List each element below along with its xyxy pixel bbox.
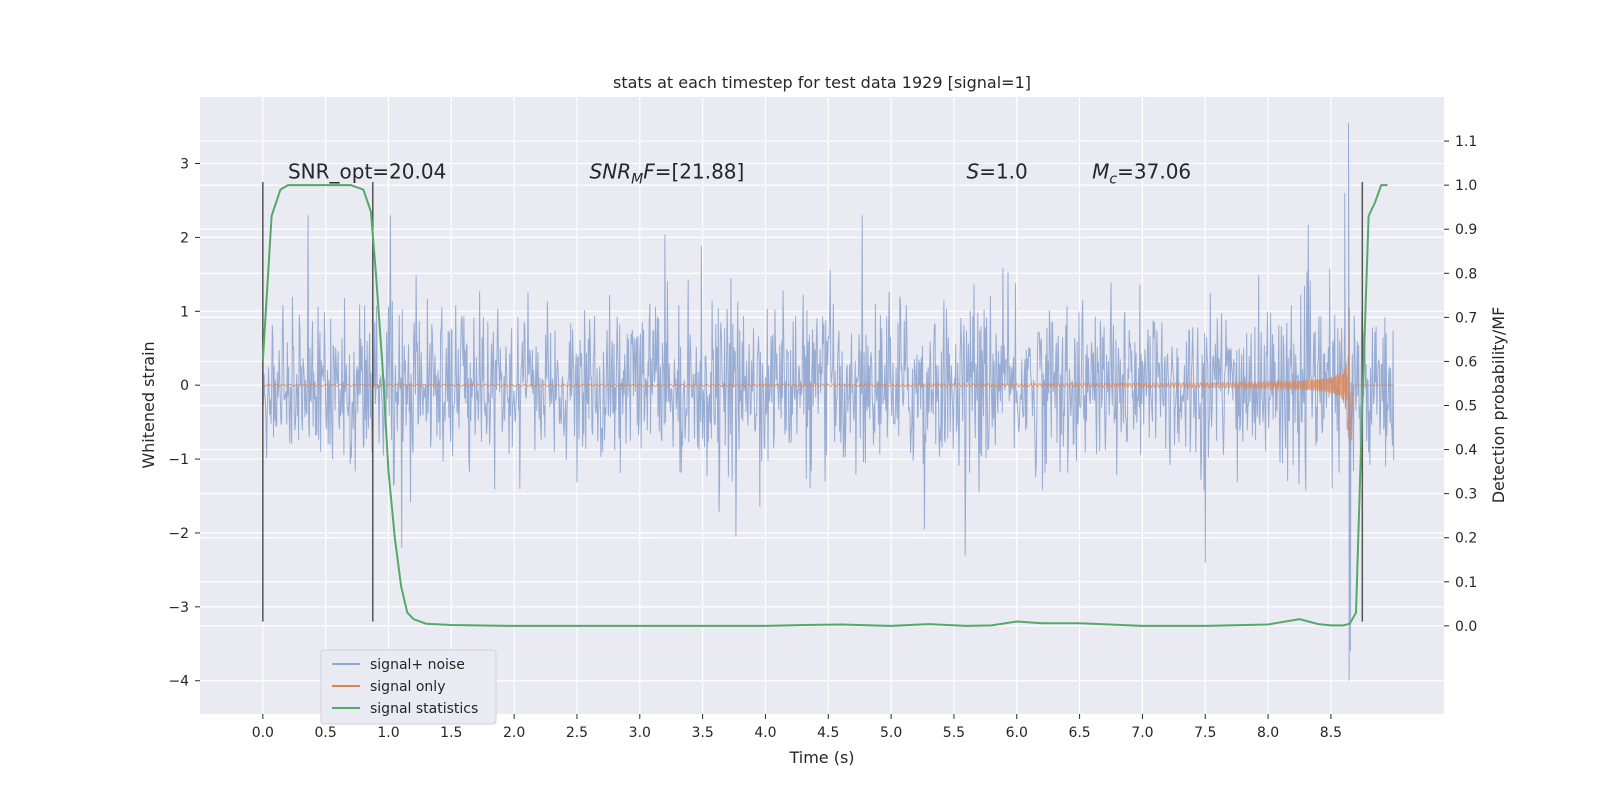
legend-label-signal-statistics: signal statistics — [370, 701, 478, 717]
signal-statistics-line — [261, 184, 1388, 627]
plot-area — [261, 122, 1395, 681]
y-axis-label: Whitened strain — [139, 341, 158, 468]
x-tick-label: 0.5 — [315, 725, 337, 741]
x-axis-label: Time (s) — [788, 748, 854, 767]
y-tick-label: −2 — [168, 526, 189, 542]
x-tick-label: 8.5 — [1320, 725, 1342, 741]
series-signal-only — [262, 307, 1394, 445]
y2-axis-label: Detection probability/MF — [1489, 307, 1508, 504]
y2-tick-label: 0.3 — [1455, 487, 1477, 503]
series-signal-statistics — [261, 184, 1388, 627]
x-tick-label: 6.0 — [1006, 725, 1028, 741]
grid — [200, 97, 1444, 714]
x-tick-label: 2.0 — [503, 725, 525, 741]
y2-axis-ticks: 0.0 0.1 0.2 0.3 0.4 0.5 0.6 0.7 0.8 0.9 1.0 1.1 — [1444, 134, 1477, 635]
signal-only-line — [262, 307, 1394, 445]
x-tick-label: 0.0 — [252, 725, 274, 741]
legend: signal+ noise signal only signal statist… — [320, 649, 497, 725]
legend-box — [320, 649, 497, 725]
x-tick-label: 7.0 — [1131, 725, 1153, 741]
y2-tick-label: 1.0 — [1455, 178, 1477, 194]
y2-tick-label: 0.0 — [1455, 619, 1477, 635]
legend-label-signal-only: signal only — [370, 679, 445, 695]
x-tick-label: 1.5 — [440, 725, 462, 741]
y2-tick-label: 0.6 — [1455, 354, 1477, 370]
y2-tick-label: 0.5 — [1455, 399, 1477, 415]
x-tick-label: 3.5 — [691, 725, 713, 741]
y2-tick-label: 0.2 — [1455, 531, 1477, 547]
y2-tick-label: 0.1 — [1455, 575, 1477, 591]
annotation-text: SNR_opt=20.04 — [288, 159, 446, 183]
annotation-text: S=1.0 — [967, 159, 1028, 183]
y-tick-label: −3 — [168, 600, 189, 616]
x-tick-label: 6.5 — [1068, 725, 1090, 741]
y-tick-label: 1 — [180, 304, 189, 320]
signal-noise-line — [262, 122, 1395, 681]
series-signal-noise — [262, 122, 1395, 681]
y2-tick-label: 0.8 — [1455, 266, 1477, 282]
x-axis-ticks: 0.0 0.5 1.0 1.5 2.0 2.5 3.0 3.5 4.0 4.5 5.0 5.5 6.0 6… — [252, 714, 1342, 741]
annotation-text: SNRMF=[21.88] — [590, 159, 745, 187]
y2-tick-label: 0.7 — [1455, 310, 1477, 326]
y2-tick-label: 1.1 — [1455, 134, 1477, 150]
x-tick-label: 4.0 — [754, 725, 776, 741]
chart-title: stats at each timestep for test data 192… — [613, 73, 1031, 92]
x-tick-label: 4.5 — [817, 725, 839, 741]
x-tick-label: 5.0 — [880, 725, 902, 741]
annotations: SNR_opt=20.04 SNRMF=[21.88] S=1.0 Mc=37.06 — [288, 159, 1191, 187]
x-tick-label: 5.5 — [943, 725, 965, 741]
y-tick-label: −4 — [168, 674, 189, 690]
y2-tick-label: 0.4 — [1455, 443, 1477, 459]
legend-label-signal-noise: signal+ noise — [370, 657, 465, 673]
y-tick-label: 0 — [180, 378, 189, 394]
x-tick-label: 2.5 — [566, 725, 588, 741]
annotation-text: Mc=37.06 — [1092, 159, 1191, 187]
x-tick-label: 1.0 — [377, 725, 399, 741]
y-tick-label: 2 — [180, 230, 189, 246]
y-axis-ticks: −4 −3 −2 −1 0 1 2 3 — [168, 157, 200, 690]
x-tick-label: 7.5 — [1194, 725, 1216, 741]
y2-tick-label: 0.9 — [1455, 222, 1477, 238]
x-tick-label: 8.0 — [1257, 725, 1279, 741]
y-tick-label: −1 — [168, 452, 189, 468]
x-tick-label: 3.0 — [629, 725, 651, 741]
y-tick-label: 3 — [180, 157, 189, 173]
